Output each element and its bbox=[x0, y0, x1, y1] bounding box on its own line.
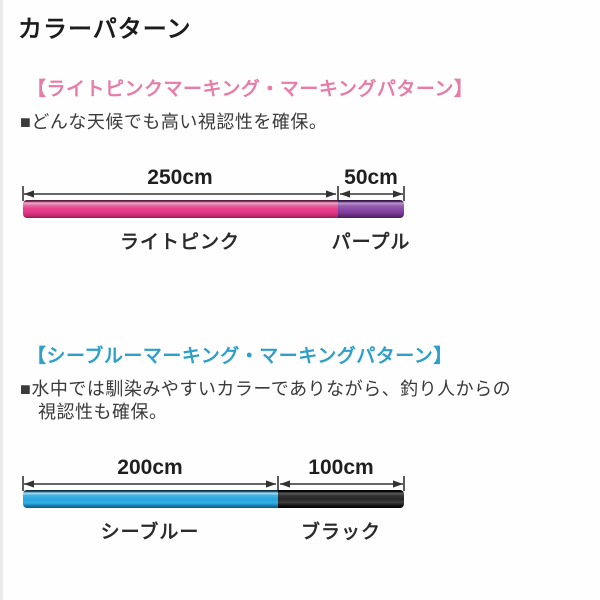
segment-bar-light-pink bbox=[23, 200, 338, 218]
description-line: ■どんな天候でも高い視認性を確保。 bbox=[20, 112, 328, 132]
marking-diagram-light-pink: 250cm 50cm ライトピンク パープル bbox=[22, 166, 411, 253]
section-heading-sea-blue: 【シーブルーマーキング・マーキングパターン】 bbox=[27, 346, 453, 367]
dimension-arrows bbox=[22, 186, 405, 201]
description-light-pink: ■どんな天候でも高い視認性を確保。 bbox=[20, 111, 327, 134]
marking-diagram-sea-blue: 200cm 100cm シーブルー ブラック bbox=[22, 456, 405, 543]
segment-name-purple: パープル bbox=[332, 230, 411, 253]
segment-name-light-pink: ライトピンク bbox=[120, 231, 240, 253]
segment-bar-black bbox=[278, 490, 404, 508]
description-line: ■水中では馴染みやすいカラーでありながら、釣り人からの bbox=[20, 379, 512, 399]
line-bar-blue-black bbox=[23, 490, 404, 508]
segment-name-black: ブラック bbox=[301, 520, 381, 543]
dimension-label-black: 100cm bbox=[308, 456, 373, 479]
dimension-label-purple: 50cm bbox=[344, 166, 398, 189]
page-title: カラーパターン bbox=[18, 16, 192, 43]
segment-bar-sea-blue bbox=[23, 490, 278, 508]
dimension-arrows bbox=[22, 476, 405, 491]
line-bar-pink-purple bbox=[23, 200, 404, 218]
section-heading-light-pink: 【ライトピンクマーキング・マーキングパターン】 bbox=[27, 79, 474, 100]
dimension-label-blue: 200cm bbox=[117, 456, 182, 479]
dimension-label-pink: 250cm bbox=[147, 166, 212, 189]
description-sea-blue: ■水中では馴染みやすいカラーでありながら、釣り人からの 視認性も確保。 bbox=[20, 378, 511, 424]
segment-bar-purple bbox=[338, 200, 404, 218]
left-edge-strip bbox=[0, 0, 3, 600]
segment-name-sea-blue: シーブルー bbox=[101, 520, 200, 543]
description-line: 視認性も確保。 bbox=[38, 402, 168, 422]
